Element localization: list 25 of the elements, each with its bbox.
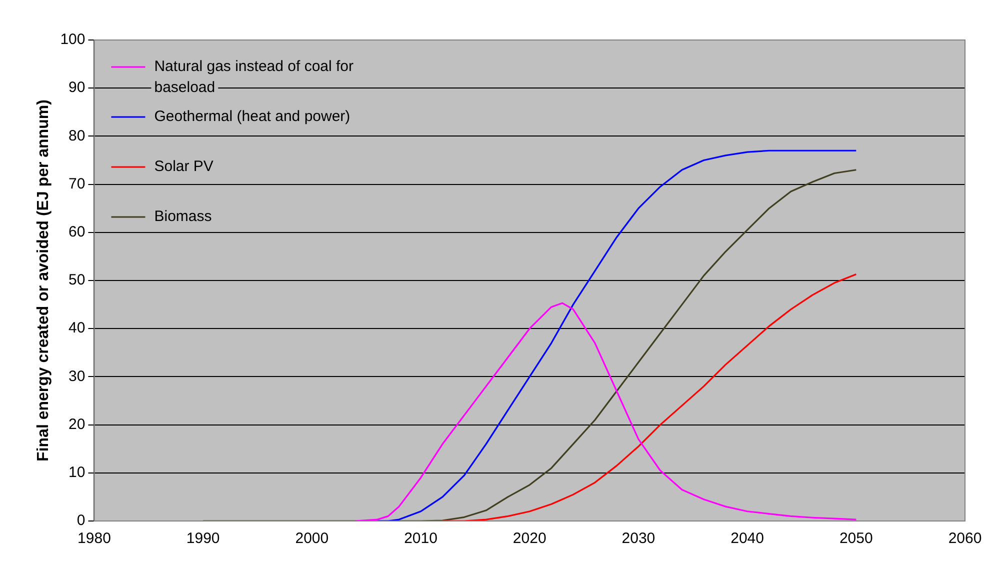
x-tick-label: 2050 bbox=[839, 530, 873, 548]
y-tick-label: 50 bbox=[68, 272, 86, 289]
x-tick-label: 2040 bbox=[730, 530, 764, 548]
legend-label: Solar PV bbox=[154, 158, 214, 176]
y-tick-label: 0 bbox=[76, 512, 86, 530]
x-tick-label: 2010 bbox=[404, 530, 438, 548]
x-tick-label: 1980 bbox=[78, 530, 111, 548]
y-tick-label: 100 bbox=[60, 31, 86, 48]
y-tick-label: 40 bbox=[68, 320, 86, 337]
y-axis-title: Final energy created or avoided (EJ per annum) bbox=[35, 100, 52, 462]
legend-label: Geothermal (heat and power) bbox=[154, 108, 350, 126]
y-tick-label: 10 bbox=[68, 464, 86, 482]
legend-label: Biomass bbox=[154, 208, 212, 226]
x-tick-label: 2030 bbox=[622, 530, 656, 548]
y-tick-label: 30 bbox=[68, 368, 86, 385]
x-tick-label: 2060 bbox=[948, 530, 982, 548]
x-tick-label: 1990 bbox=[186, 530, 220, 548]
x-tick-label: 2000 bbox=[295, 530, 329, 548]
y-tick-label: 90 bbox=[68, 79, 86, 96]
y-tick-label: 80 bbox=[68, 127, 86, 144]
x-tick-label: 2020 bbox=[512, 530, 546, 548]
y-tick-label: 70 bbox=[68, 175, 86, 192]
y-tick-label: 20 bbox=[68, 416, 86, 433]
legend-label: Natural gas instead of coal for baseload bbox=[154, 58, 354, 96]
y-tick-label: 60 bbox=[68, 224, 86, 241]
